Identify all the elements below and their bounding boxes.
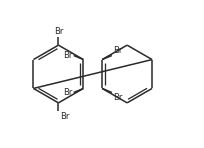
Text: Br: Br [113, 93, 122, 102]
Text: Br: Br [59, 112, 69, 121]
Text: Br: Br [113, 46, 122, 55]
Text: Br: Br [53, 27, 63, 36]
Text: Br: Br [63, 51, 72, 60]
Text: Br: Br [63, 88, 72, 97]
